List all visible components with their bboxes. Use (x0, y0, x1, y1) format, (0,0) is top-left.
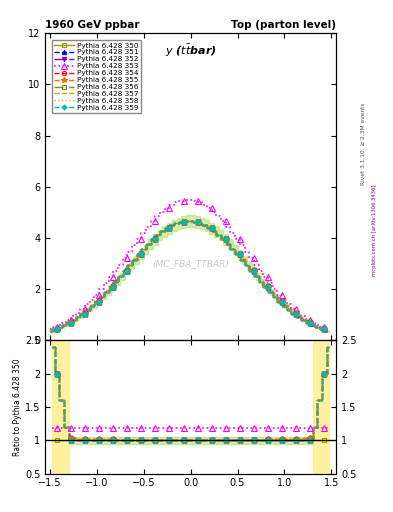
Text: mcplots.cern.ch [arXiv:1306.3436]: mcplots.cern.ch [arXiv:1306.3436] (372, 185, 376, 276)
Text: $y$ ($t\bar{t}$bar): $y$ ($t\bar{t}$bar) (165, 42, 217, 59)
Text: 1960 GeV ppbar: 1960 GeV ppbar (45, 19, 140, 30)
Y-axis label: Ratio to Pythia 6.428 350: Ratio to Pythia 6.428 350 (13, 358, 22, 456)
Text: Top (parton level): Top (parton level) (231, 19, 336, 30)
Text: (MC_FBA_TTBAR): (MC_FBA_TTBAR) (152, 259, 229, 268)
Legend: Pythia 6.428 350, Pythia 6.428 351, Pythia 6.428 352, Pythia 6.428 353, Pythia 6: Pythia 6.428 350, Pythia 6.428 351, Pyth… (52, 40, 141, 113)
Text: Rivet 3.1.10, ≥ 2.3M events: Rivet 3.1.10, ≥ 2.3M events (361, 102, 366, 185)
